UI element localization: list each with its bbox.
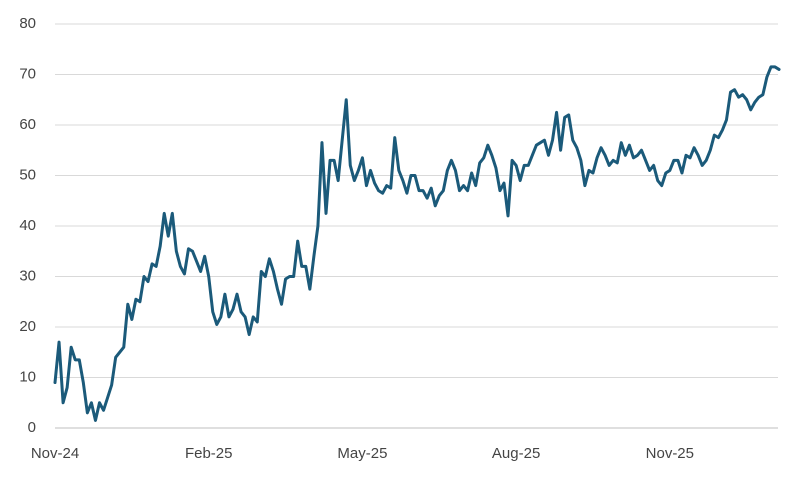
line	[53, 65, 781, 422]
x-tick-label: May-25	[337, 445, 387, 462]
y-tick-label: 20	[19, 318, 36, 335]
y-tick-label: 60	[19, 116, 36, 133]
y-tick-label: 80	[19, 15, 36, 32]
y-tick-label: 40	[19, 217, 36, 234]
y-tick-label: 0	[28, 419, 36, 436]
x-tick-label: Nov-24	[31, 445, 79, 462]
x-tick-label: Aug-25	[492, 445, 540, 462]
y-tick-label: 50	[19, 166, 36, 183]
y-tick-label: 30	[19, 267, 36, 284]
x-tick-label: Feb-25	[185, 445, 233, 462]
y-tick-label: 70	[19, 65, 36, 82]
x-tick-label: Nov-25	[646, 445, 694, 462]
y-tick-label: 10	[19, 368, 36, 385]
